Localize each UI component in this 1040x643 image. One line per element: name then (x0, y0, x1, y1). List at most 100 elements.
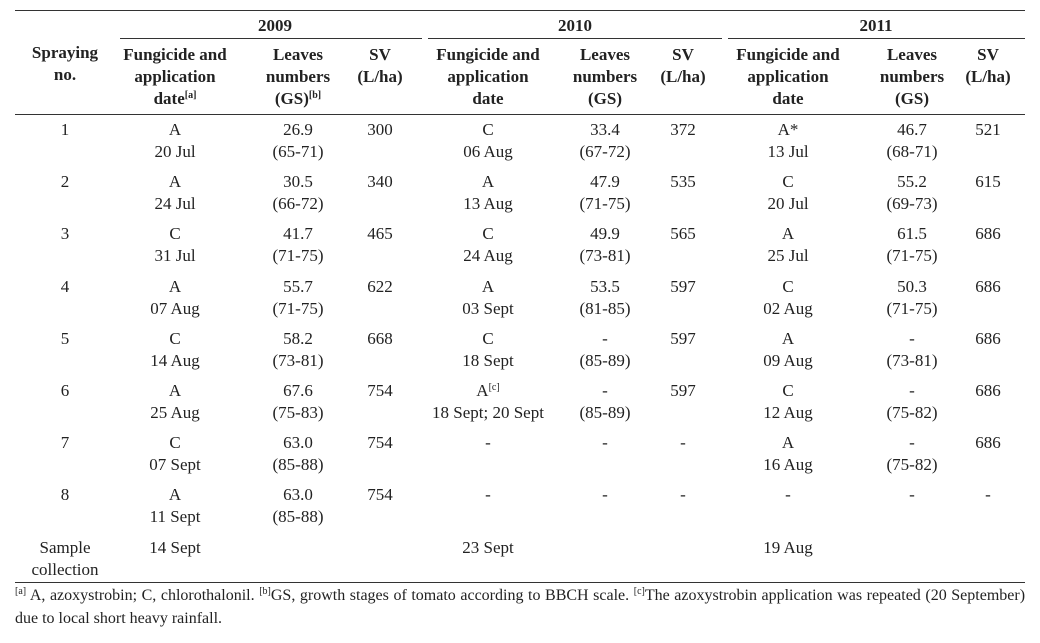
table-cell: - (842, 484, 982, 506)
table-cell: 597 (631, 328, 735, 350)
superscript: [c] (488, 382, 500, 393)
cell-line: application (447, 67, 529, 86)
cell-line: - (680, 433, 686, 453)
row-label: Sample collection (15, 537, 115, 581)
cell-line: numbers (265, 67, 331, 86)
bottom-rule (15, 582, 1025, 583)
cell-line: 20 Jul (767, 194, 809, 214)
cell-line: A (481, 172, 495, 192)
cell-line: (68-71) (886, 142, 938, 161)
table-cell: C 31 Jul (100, 223, 250, 267)
cell-line: 02 Aug (763, 298, 813, 318)
table-cell: C 06 Aug (403, 119, 573, 163)
cell-line: C (782, 381, 794, 400)
table-cell: - (535, 484, 675, 506)
cell-line: 686 (975, 276, 1001, 296)
cell-line: (71-75) (579, 194, 631, 214)
cell-line: C (482, 120, 494, 139)
cell-text: (GS) (274, 89, 309, 108)
table-cell: 23 Sept (403, 537, 573, 559)
cell-line: 67.6 (283, 381, 313, 400)
cell-line: application (747, 67, 829, 86)
cell-line: - (602, 328, 608, 348)
table-cell: - (75-82) (842, 432, 982, 476)
table-cell: 55.7 (71-75) (228, 276, 368, 320)
cell-line: (71-75) (886, 298, 938, 318)
table-cell: A 20 Jul (100, 119, 250, 163)
cell-line: C (169, 328, 181, 348)
table-cell: - (403, 484, 573, 506)
table-cell: C 20 Jul (713, 171, 863, 215)
cell-line: 615 (975, 172, 1001, 192)
cell-line: 3 (60, 224, 70, 244)
cell-line: A (168, 276, 182, 296)
cell-line: 03 Sept (462, 298, 514, 318)
cell-line: 53.5 (590, 276, 620, 296)
cell-line: 2 (60, 172, 70, 192)
cell-line: 41.7 (283, 224, 313, 244)
table-cell: A 11 Sept (100, 484, 250, 528)
cell-line: - (785, 485, 791, 505)
table-cell: 465 (328, 223, 432, 245)
table-cell: 14 Sept (100, 537, 250, 559)
table-cell: A 24 Jul (100, 171, 250, 215)
cell-line: (GS)[b] (238, 88, 358, 110)
table-cell: 686 (936, 276, 1040, 298)
row-label: 3 (15, 223, 115, 245)
cell-line: A (781, 433, 795, 453)
cell-line: 58.2 (283, 328, 313, 348)
table-cell: A 07 Aug (100, 276, 250, 320)
table-cell: C 12 Aug (713, 380, 863, 424)
cell-line: 25 Aug (150, 403, 200, 422)
cell-line: (69-73) (886, 194, 938, 214)
table-cell: C 02 Aug (713, 276, 863, 320)
year-rule (428, 38, 722, 39)
table-cell: 597 (631, 380, 735, 402)
table-cell: A[c] 18 Sept; 20 Sept (403, 380, 573, 424)
cell-line: numbers (572, 67, 638, 86)
table-cell: 754 (328, 380, 432, 402)
table-cell: 26.9 (65-71) (228, 119, 368, 163)
cell-line: A[c] (403, 380, 573, 402)
cell-line: 07 Aug (150, 298, 200, 318)
cell-line: 13 Aug (463, 194, 513, 214)
cell-line: 12 Aug (763, 403, 813, 422)
cell-line: (73-81) (579, 246, 631, 266)
cell-line: A (168, 381, 182, 400)
cell-line: (85-88) (272, 507, 324, 527)
cell-line: Spraying (31, 43, 99, 62)
cell-line: - (909, 433, 915, 453)
cell-line: - (909, 485, 915, 505)
cell-line: (65-71) (272, 142, 324, 161)
table-cell: C 14 Aug (100, 328, 250, 372)
cell-line: Leaves (886, 45, 938, 64)
table-cell: 565 (631, 223, 735, 245)
cell-line: 340 (367, 172, 393, 192)
cell-line: 300 (367, 120, 393, 139)
column-header: Leaves numbers (GS) (545, 44, 665, 110)
cell-line: (85-89) (579, 403, 631, 422)
top-rule (15, 10, 1025, 11)
column-header: Fungicide and application date (413, 44, 563, 110)
row-label: 6 (15, 380, 115, 402)
cell-line: 30.5 (283, 172, 313, 192)
row-label: 2 (15, 171, 115, 193)
table-cell: - (631, 484, 735, 506)
cell-line: A (781, 224, 795, 244)
cell-line: (81-85) (579, 298, 631, 318)
cell-line: Fungicide and (436, 45, 540, 64)
cell-line: 521 (975, 120, 1001, 139)
column-header: Leaves numbers (GS)[b] (238, 44, 358, 110)
cell-line: - (680, 485, 686, 505)
cell-line: 20 Jul (154, 142, 196, 161)
cell-line: 1 (60, 120, 70, 139)
cell-line: 14 Aug (150, 350, 200, 370)
cell-line: (71-75) (272, 246, 324, 266)
table-cell: 615 (936, 171, 1040, 193)
cell-line: 07 Sept (149, 455, 201, 475)
cell-line: application (134, 67, 216, 86)
cell-line: (L/ha) (357, 67, 403, 86)
cell-line: (L/ha) (660, 67, 706, 86)
cell-line: (75-82) (886, 403, 938, 422)
